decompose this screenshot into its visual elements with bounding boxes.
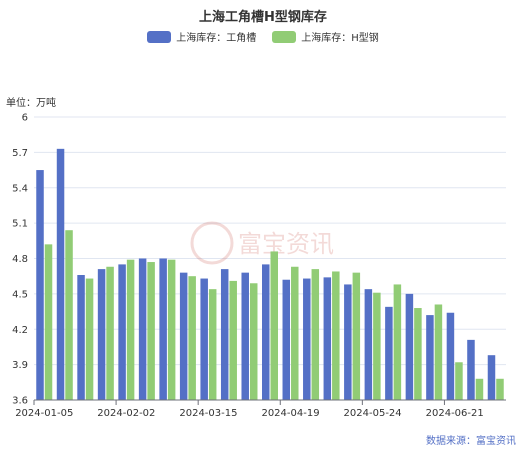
bar-h-beam — [311, 269, 320, 400]
bar-angle-channel — [303, 278, 311, 400]
bar-h-beam — [434, 304, 443, 400]
y-tick-label: 6 — [22, 113, 28, 124]
bar-h-beam — [475, 378, 484, 400]
bar-h-beam — [44, 244, 53, 400]
y-tick-label: 5.1 — [12, 219, 28, 230]
x-tick-label: 2024-05-24 — [344, 408, 402, 419]
bar-angle-channel — [36, 170, 44, 400]
bar-h-beam — [106, 266, 114, 400]
legend-item-angle-channel[interactable]: 上海库存：工角槽 — [147, 29, 256, 44]
legend-label-h-beam: 上海库存：H型钢 — [301, 33, 379, 44]
bar-angle-channel — [323, 277, 332, 400]
bar-h-beam — [373, 292, 381, 400]
legend-item-h-beam[interactable]: 上海库存：H型钢 — [272, 29, 379, 44]
bar-angle-channel — [77, 275, 85, 400]
bar-h-beam — [188, 276, 196, 400]
bar-h-beam — [147, 262, 155, 400]
svg-text:富宝资讯: 富宝资讯 — [238, 230, 334, 258]
x-tick-label: 2024-01-05 — [15, 408, 73, 419]
data-source: 数据来源：富宝资讯 — [426, 436, 516, 447]
bar-angle-channel — [220, 269, 229, 400]
legend-label-angle-channel: 上海库存：工角槽 — [176, 33, 257, 44]
y-tick-label: 4.8 — [12, 254, 28, 265]
bar-angle-channel — [467, 339, 475, 400]
bar-angle-channel — [159, 258, 167, 400]
x-tick-label: 2024-03-15 — [179, 408, 237, 419]
y-tick-label: 5.4 — [12, 183, 28, 194]
bar-h-beam — [85, 278, 94, 400]
bar-h-beam — [126, 259, 135, 400]
bar-angle-channel — [200, 278, 208, 400]
bar-h-beam — [65, 230, 73, 400]
bar-angle-channel — [385, 306, 393, 400]
y-tick-label: 5.7 — [12, 148, 28, 159]
bar-angle-channel — [262, 264, 270, 400]
x-tick-label: 2024-02-02 — [97, 408, 155, 419]
bar-angle-channel — [446, 312, 455, 400]
bar-h-beam — [229, 280, 237, 400]
bar-h-beam — [208, 289, 217, 400]
bar-h-beam — [496, 378, 504, 400]
bar-h-beam — [332, 271, 340, 400]
legend: 上海库存：工角槽 上海库存：H型钢 — [0, 29, 526, 44]
bar-angle-channel — [97, 269, 106, 400]
y-tick-label: 4.2 — [12, 325, 28, 336]
watermark: 富宝资讯 — [190, 221, 334, 265]
y-tick-label: 4.5 — [12, 289, 28, 300]
chart-title: 上海工角槽H型钢库存 — [199, 10, 327, 25]
bar-angle-channel — [56, 148, 65, 400]
bar-h-beam — [414, 308, 422, 400]
x-tick-label: 2024-06-21 — [426, 408, 484, 419]
bar-angle-channel — [487, 355, 496, 400]
bar-h-beam — [291, 266, 299, 400]
bar-angle-channel — [138, 258, 147, 400]
legend-swatch-h-beam — [272, 30, 297, 43]
bar-h-beam — [352, 272, 361, 400]
unit-label: 单位：万吨 — [6, 98, 56, 109]
bar-angle-channel — [282, 279, 291, 400]
bar-angle-channel — [364, 289, 373, 400]
bar-h-beam — [167, 259, 176, 400]
x-tick-label: 2024-04-19 — [261, 408, 319, 419]
bar-angle-channel — [426, 315, 434, 400]
bar-angle-channel — [405, 293, 414, 400]
y-tick-label: 3.9 — [12, 360, 28, 371]
bar-h-beam — [455, 362, 463, 400]
legend-swatch-angle-channel — [147, 30, 172, 43]
bar-angle-channel — [118, 264, 126, 400]
bar-h-beam — [270, 251, 278, 400]
bar-h-beam — [249, 283, 258, 400]
bar-angle-channel — [241, 272, 249, 400]
bar-angle-channel — [344, 284, 352, 400]
bar-h-beam — [393, 284, 402, 400]
bar-angle-channel — [179, 272, 188, 400]
y-tick-label: 3.6 — [12, 396, 28, 407]
